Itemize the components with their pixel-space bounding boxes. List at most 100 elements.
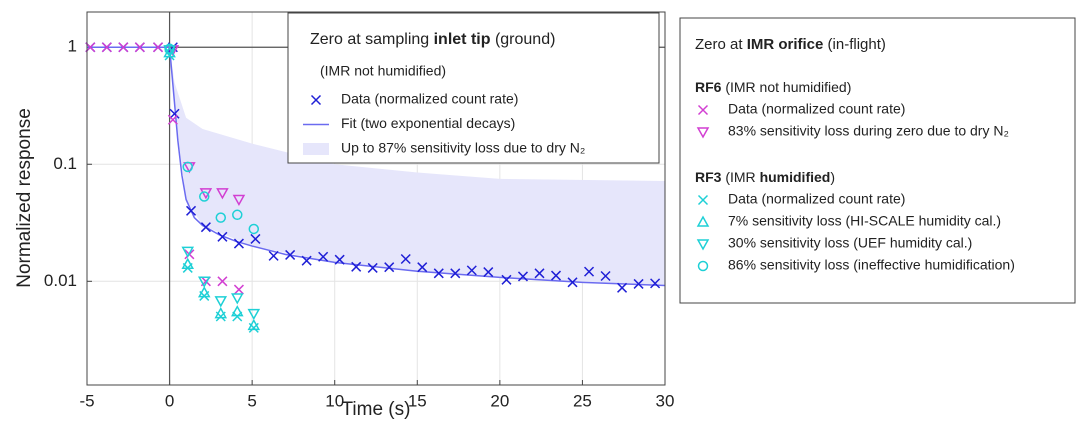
- y-tick-label: 1: [68, 37, 77, 56]
- marker-triangle-down: [163, 45, 176, 57]
- marker-x: [351, 261, 362, 272]
- legend-box: [679, 17, 1076, 304]
- plot-border: [86, 11, 666, 386]
- marker-x: [318, 251, 329, 262]
- legend-label: 30% sensitivity loss (UEF humidity cal.): [728, 235, 972, 251]
- marker-x: [233, 238, 244, 249]
- marker-x: [650, 278, 661, 289]
- text-part: inlet tip: [434, 31, 491, 48]
- y-axis-label: Normalized response: [14, 108, 35, 288]
- text-part: RF3: [695, 169, 722, 185]
- marker-x: [534, 268, 545, 279]
- x-tick-label: 25: [573, 391, 592, 410]
- text-part: ): [830, 169, 835, 185]
- marker-x: [417, 262, 428, 273]
- marker-x: [169, 108, 180, 119]
- x-tick-label: 20: [490, 391, 509, 410]
- marker-triangle-up: [214, 307, 228, 319]
- marker-x: [118, 42, 129, 53]
- x-tick-label: 30: [656, 391, 675, 410]
- legend-title: RF3 (IMR humidified): [695, 169, 835, 185]
- x-tick-label: 15: [408, 391, 427, 410]
- x-tick-label: -5: [79, 391, 94, 410]
- marker-circle: [215, 212, 227, 223]
- marker-x: [186, 205, 197, 216]
- text-part: Zero at: [695, 36, 747, 53]
- legend-label: Up to 87% sensitivity loss due to dry N₂: [341, 140, 585, 156]
- text-part: RF6: [695, 79, 722, 95]
- marker-x: [200, 222, 211, 233]
- x-tick-label: 5: [247, 391, 256, 410]
- marker-x: [167, 114, 178, 125]
- legend-label: Data (normalized count rate): [728, 101, 905, 117]
- legend-subtitle: (IMR not humidified): [320, 63, 446, 79]
- x-tick-label: 10: [325, 391, 344, 410]
- marker-x: [217, 231, 228, 242]
- marker-circle: [199, 191, 210, 202]
- marker-x: [400, 253, 411, 265]
- marker-triangle-down: [214, 296, 228, 308]
- marker-triangle-down: [247, 308, 261, 321]
- marker-x: [450, 268, 461, 279]
- marker-x: [517, 271, 529, 282]
- legend-label: Data (normalized count rate): [341, 91, 518, 107]
- marker-x: [697, 194, 709, 206]
- marker-triangle-down: [197, 276, 211, 288]
- marker-x: [134, 42, 145, 53]
- marker-circle: [232, 209, 243, 221]
- marker-triangle-down: [181, 246, 195, 258]
- fit-line: [87, 46, 666, 287]
- x-tick-label: 0: [165, 391, 174, 410]
- marker-triangle-down: [696, 239, 710, 251]
- text-part: Zero at sampling: [310, 31, 434, 48]
- marker-triangle-up: [197, 286, 211, 298]
- marker-triangle-up: [696, 215, 710, 227]
- marker-triangle-down: [216, 188, 229, 200]
- legend-symbol: [303, 143, 329, 155]
- legend-label: 86% sensitivity loss (ineffective humidi…: [728, 257, 1015, 273]
- marker-triangle-down: [696, 127, 710, 139]
- marker-x: [567, 277, 578, 288]
- marker-x: [301, 255, 312, 266]
- text-part: IMR orifice: [747, 36, 824, 53]
- marker-triangle-up: [247, 318, 261, 331]
- legend-box: [287, 12, 660, 164]
- marker-x: [483, 267, 494, 278]
- marker-triangle-down: [232, 194, 246, 207]
- marker-triangle-up: [231, 305, 244, 317]
- marker-x: [217, 276, 228, 287]
- legend-label: 7% sensitivity loss (HI-SCALE humidity c…: [728, 213, 1001, 229]
- text-part: (ground): [491, 31, 556, 48]
- marker-x: [501, 274, 512, 285]
- legend-title: Zero at IMR orifice (in-flight): [695, 36, 886, 53]
- text-part: (in-flight): [823, 36, 886, 53]
- marker-x: [310, 94, 322, 106]
- marker-x: [384, 262, 395, 273]
- marker-circle: [248, 223, 260, 235]
- marker-x: [152, 42, 164, 53]
- marker-x: [633, 278, 644, 289]
- text-part: (IMR not humidified): [721, 79, 851, 95]
- legend-label: 83% sensitivity loss during zero due to …: [728, 123, 1009, 139]
- marker-x: [600, 270, 611, 282]
- marker-x: [101, 42, 112, 53]
- marker-x: [367, 262, 378, 273]
- marker-circle: [182, 161, 193, 173]
- legend-label: Fit (two exponential decays): [341, 115, 515, 131]
- marker-x: [584, 266, 595, 277]
- legend-label: Data (normalized count rate): [728, 191, 905, 207]
- marker-x: [466, 265, 477, 276]
- marker-x: [233, 284, 244, 295]
- area: [169, 47, 666, 286]
- y-tick-label: 0.01: [44, 271, 77, 290]
- marker-x: [268, 250, 279, 261]
- marker-x: [617, 282, 628, 293]
- marker-x: [550, 270, 562, 281]
- marker-x: [697, 104, 709, 116]
- legend-title: RF6 (IMR not humidified): [695, 79, 851, 95]
- legend-title: Zero at sampling inlet tip (ground): [310, 31, 555, 48]
- marker-triangle-up: [181, 257, 195, 269]
- text-part: (IMR: [721, 169, 759, 185]
- marker-triangle-down: [231, 293, 244, 305]
